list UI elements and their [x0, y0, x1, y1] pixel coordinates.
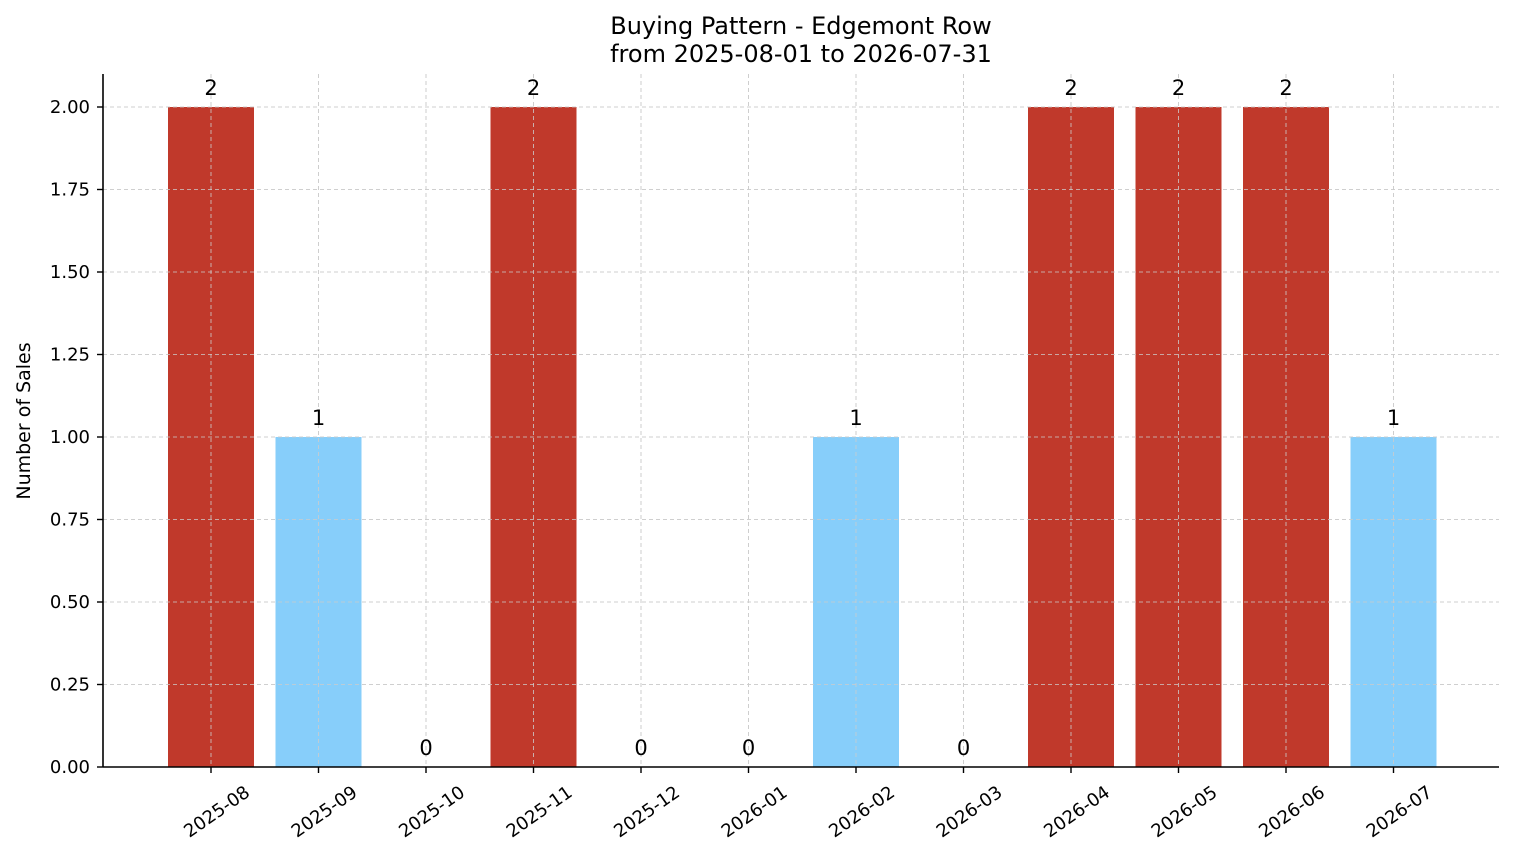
bar-value-label: 0	[419, 736, 432, 760]
chart-subtitle: from 2025-08-01 to 2026-07-31	[610, 40, 992, 68]
y-tick-label: 1.25	[50, 345, 90, 366]
x-tick-label: 2025-09	[288, 782, 362, 842]
x-tick-label: 2026-07	[1363, 782, 1437, 842]
y-tick-label: 1.00	[50, 427, 90, 448]
x-tick-label: 2025-10	[395, 782, 469, 842]
x-tick-label: 2026-03	[933, 782, 1007, 842]
chart-title: Buying Pattern - Edgemont Row	[610, 12, 992, 40]
x-tick-label: 2025-08	[180, 782, 254, 842]
bar-value-label: 2	[204, 76, 217, 100]
y-tick-label: 0.00	[50, 757, 90, 778]
bar-value-label: 1	[1387, 406, 1400, 430]
bar-value-label: 0	[957, 736, 970, 760]
x-tick-label: 2025-12	[610, 782, 684, 842]
y-tick-label: 0.75	[50, 510, 90, 531]
y-tick-label: 2.00	[50, 97, 90, 118]
y-tick-label: 1.50	[50, 262, 90, 283]
bar-value-label: 2	[1064, 76, 1077, 100]
x-tick-label: 2025-11	[503, 782, 577, 842]
x-tick-label: 2026-05	[1148, 782, 1222, 842]
bars-layer	[103, 74, 1499, 768]
bar-value-label: 0	[742, 736, 755, 760]
bar-value-label: 2	[527, 76, 540, 100]
y-tick-label: 1.75	[50, 180, 90, 201]
bar-value-label: 2	[1279, 76, 1292, 100]
bar-value-label: 0	[634, 736, 647, 760]
y-axis-label: Number of Sales	[13, 342, 35, 499]
x-tick-label: 2026-02	[825, 782, 899, 842]
x-tick-label: 2026-04	[1040, 782, 1114, 842]
bar-value-label: 1	[312, 406, 325, 430]
x-tick-label: 2026-01	[718, 782, 792, 842]
y-tick-label: 0.25	[50, 675, 90, 696]
bar-value-label: 1	[849, 406, 862, 430]
x-tick-label: 2026-06	[1255, 782, 1329, 842]
data-labels-layer: 2 1 0 2 0 0 1 0 2 2 2 1	[204, 76, 1400, 760]
y-tick-label: 0.50	[50, 592, 90, 613]
bar-value-label: 2	[1172, 76, 1185, 100]
